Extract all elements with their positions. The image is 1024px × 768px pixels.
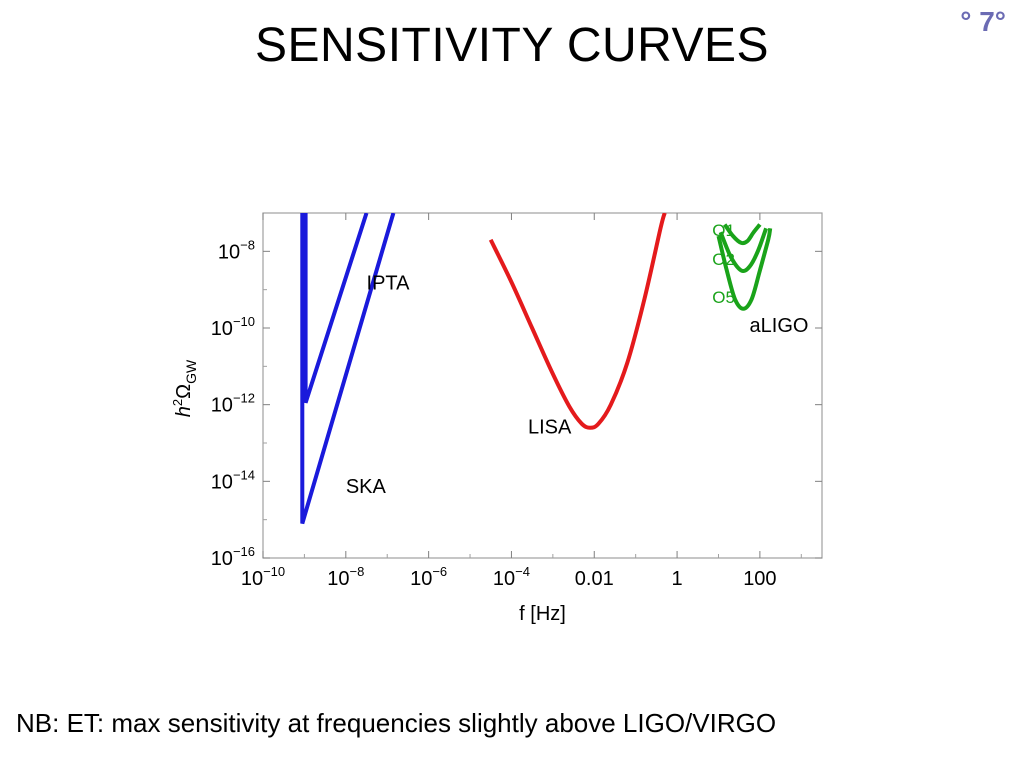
x-tick-label: 100 [743, 568, 776, 590]
y-tick-label: 10−16 [211, 544, 255, 570]
curve-o1 [723, 223, 762, 246]
curve-ipta [303, 213, 369, 404]
x-axis-label: f [Hz] [519, 603, 566, 625]
y-tick-label: 10−12 [211, 391, 255, 417]
annotation-o2: O2 [712, 250, 735, 269]
annotation-o1: O1 [712, 221, 735, 240]
curve-o5 [716, 228, 773, 311]
axis-ticks [262, 213, 822, 559]
x-tick-label: 10−4 [493, 564, 530, 590]
annotation-o5: O5 [712, 288, 735, 307]
curve-annotations: IPTA SKA LISA O1 O2 O5 aLIGO [346, 221, 809, 498]
y-axis-label-text: h2ΩGW [170, 359, 199, 417]
slide-title: SENSITIVITY CURVES [254, 19, 770, 72]
curves [300, 213, 773, 525]
annotation-aligo: aLIGO [750, 315, 809, 337]
y-tick-label: 10−14 [211, 467, 255, 493]
annotation-ska: SKA [346, 476, 387, 498]
y-axis-label: h2ΩGW [170, 359, 199, 417]
curve-ska [300, 213, 396, 525]
x-tick-label: 10−6 [410, 564, 447, 590]
x-tick-label: 0.01 [575, 568, 614, 590]
sensitivity-chart: 10−10 10−8 10−6 10−4 0.01 1 100 10−8 10−10 10−12 1… [170, 212, 823, 625]
y-tick-label: 10−10 [211, 314, 255, 340]
curve-lisa [488, 213, 667, 430]
footnote: NB: ET: max sensitivity at frequencies s… [16, 708, 777, 738]
annotation-ipta: IPTA [367, 273, 411, 295]
x-tick-label: 10−8 [327, 564, 364, 590]
x-tick-label: 10−10 [241, 564, 285, 590]
plot-frame [262, 212, 823, 559]
slide-number: ° 7° [960, 6, 1006, 37]
y-tick-label: 10−8 [218, 237, 255, 263]
x-tick-label: 1 [672, 568, 683, 590]
annotation-lisa: LISA [528, 416, 572, 438]
tick-labels: 10−10 10−8 10−6 10−4 0.01 1 100 10−8 10−10 10−12 1… [211, 237, 777, 590]
curve-o2 [718, 227, 768, 274]
